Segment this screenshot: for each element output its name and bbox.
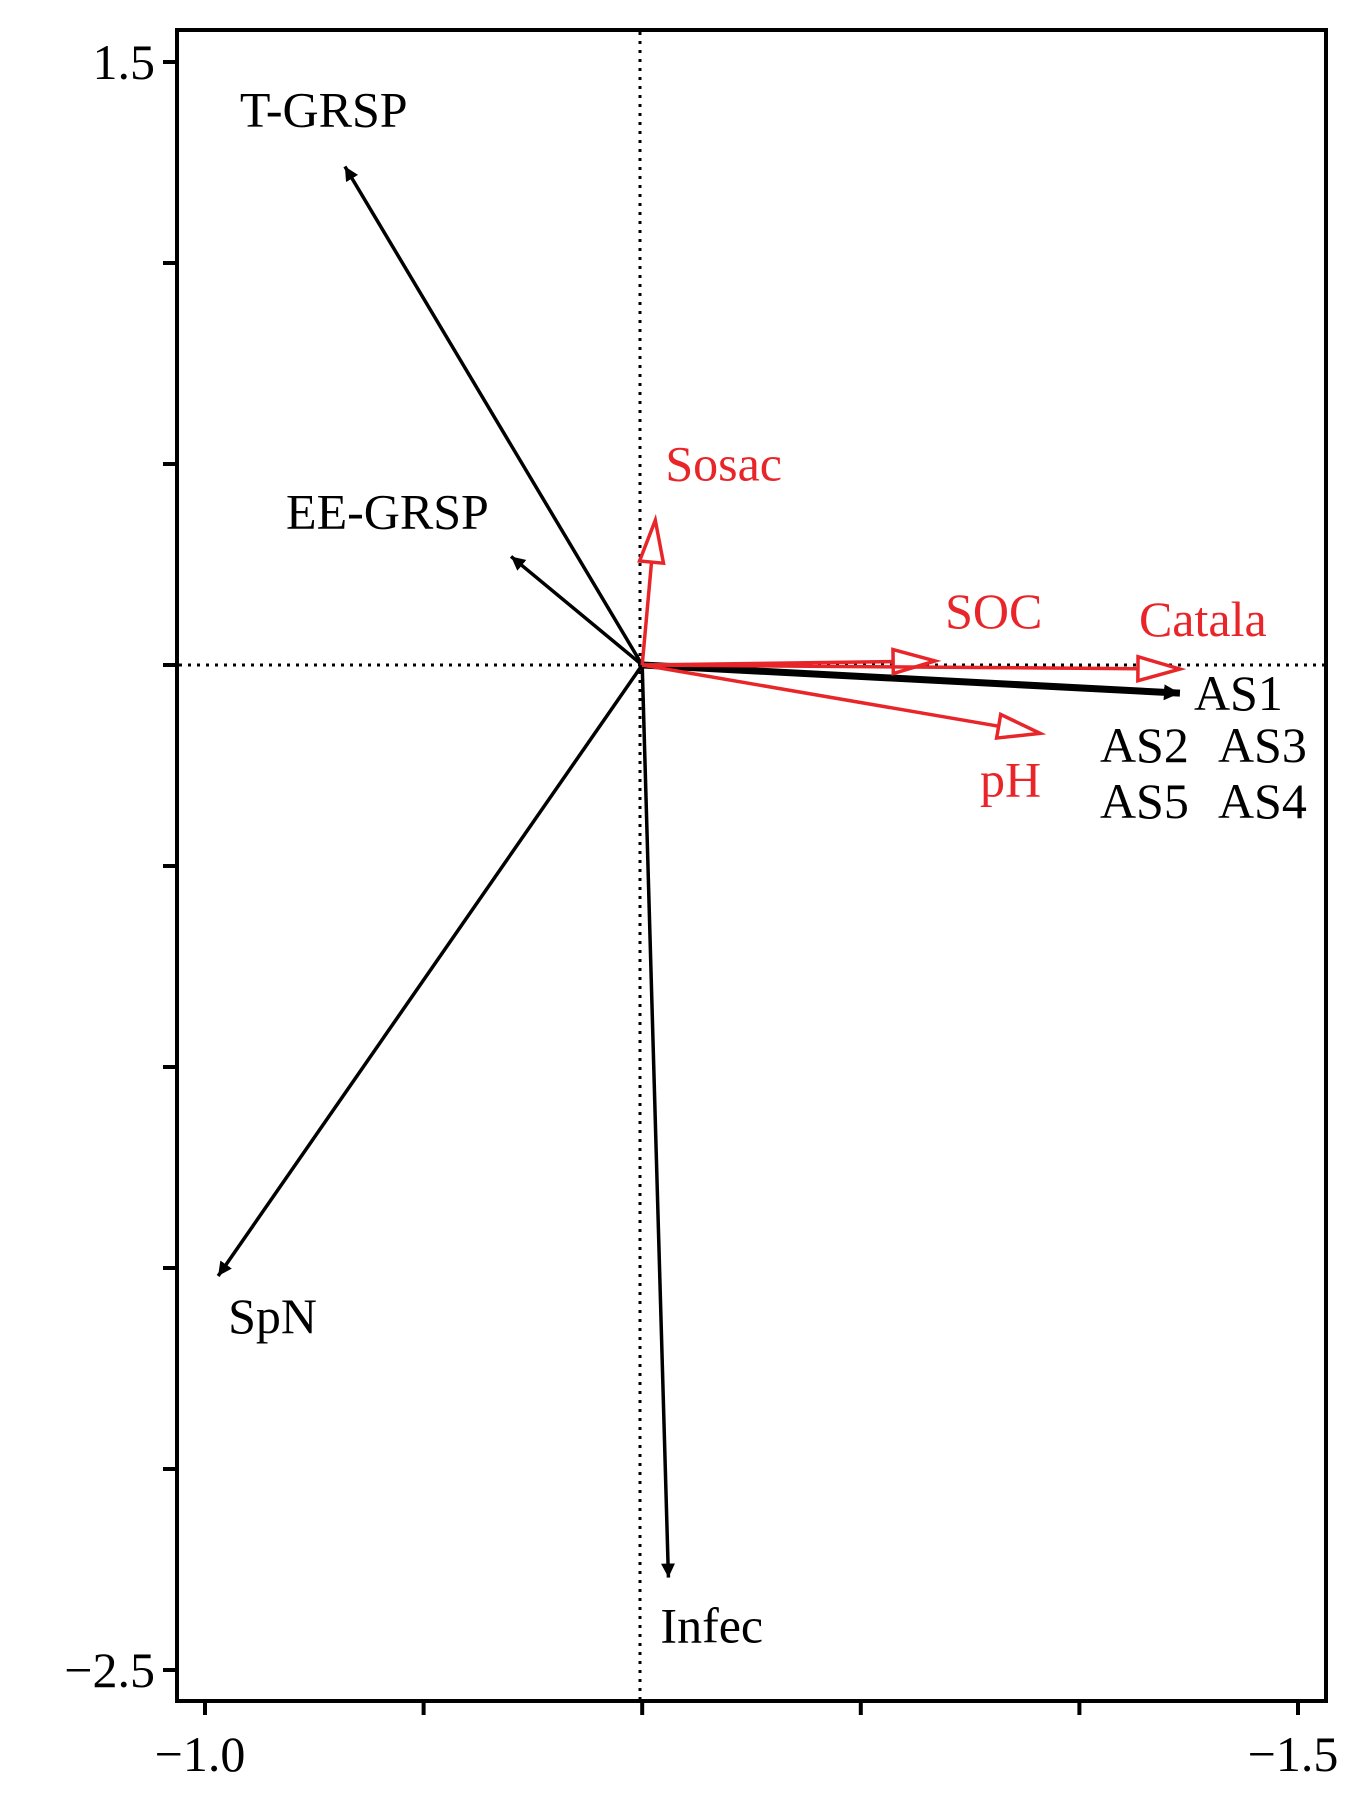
arrow-catala: [642, 663, 1140, 671]
label-ee-grsp: EE-GRSP: [286, 483, 489, 539]
arrow-infec: [640, 664, 676, 1578]
y-tick-label: 1.5: [93, 34, 156, 90]
y-tick-label: −2.5: [64, 1642, 155, 1698]
label-t-grsp: T-GRSP: [240, 82, 408, 138]
arrowhead-open: [1136, 654, 1187, 684]
x-tick-label: −1.0: [155, 1726, 246, 1782]
label-as2: AS2: [1100, 717, 1189, 773]
label-catala: Catala: [1139, 591, 1267, 647]
label-infec: Infec: [660, 1598, 763, 1654]
arrow-ee-grsp: [509, 555, 644, 667]
arrow-sosac: [640, 559, 654, 666]
label-ph: pH: [980, 751, 1041, 807]
label-as5: AS5: [1100, 773, 1189, 829]
label-as1: AS1: [1194, 665, 1283, 721]
label-spn: SpN: [228, 1288, 317, 1344]
arrow-spn: [216, 664, 644, 1278]
x-tick-label: −1.5: [1248, 1726, 1339, 1782]
vector-arrows: [216, 165, 1187, 1578]
arrowhead-open: [637, 513, 666, 566]
label-soc: SOC: [945, 583, 1042, 639]
y-axis-ticks: 1.5 −2.5: [64, 34, 177, 1698]
plot-frame: [175, 28, 1328, 1703]
arrow-ph: [641, 663, 1001, 729]
arrow-as: [642, 661, 1181, 701]
x-axis-ticks: −1.0 −1.5: [155, 1701, 1339, 1782]
arrowhead-open: [994, 711, 1047, 741]
arrow-t-grsp: [343, 165, 644, 666]
arrowhead-open: [891, 647, 942, 676]
label-sosac: Sosac: [665, 435, 782, 491]
label-as4: AS4: [1218, 773, 1307, 829]
label-as3: AS3: [1218, 717, 1307, 773]
